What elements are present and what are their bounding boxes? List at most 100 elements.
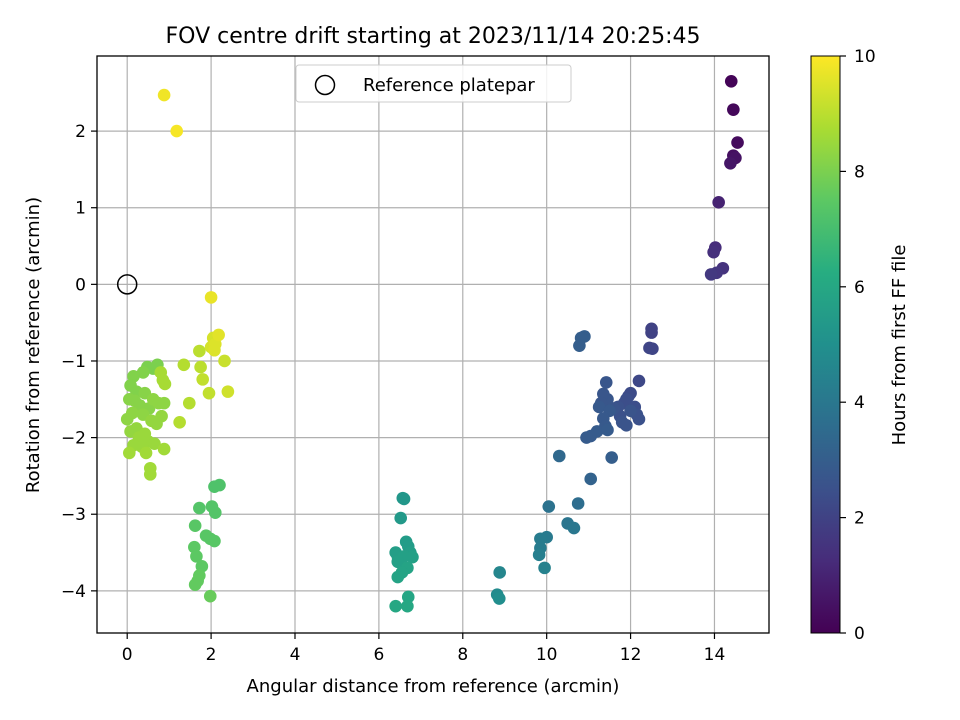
colorbar-label: Hours from first FF file <box>889 245 910 446</box>
colorbar-tick-label: 6 <box>854 278 865 298</box>
y-axis-ticks: −4 −3 −2 −1 0 1 2 <box>61 122 97 602</box>
data-point <box>580 431 593 444</box>
data-point <box>221 385 235 398</box>
data-point <box>727 103 740 116</box>
data-point <box>155 409 168 423</box>
data-point <box>173 415 186 429</box>
data-point <box>632 374 646 388</box>
data-point <box>646 342 659 356</box>
y-tick-label: −3 <box>61 505 86 525</box>
data-point <box>202 386 216 400</box>
x-tick-label: 4 <box>290 645 301 665</box>
data-point <box>532 548 546 562</box>
data-point <box>157 396 171 410</box>
data-point <box>542 500 556 513</box>
data-point <box>391 570 405 584</box>
y-tick-label: 2 <box>75 122 86 142</box>
data-point <box>212 328 225 342</box>
x-tick-label: 6 <box>373 645 384 665</box>
data-point <box>552 449 566 463</box>
data-point <box>194 360 207 374</box>
data-point <box>218 354 231 368</box>
data-point <box>704 268 718 281</box>
data-point <box>389 599 402 613</box>
data-point <box>724 156 737 170</box>
data-point <box>188 519 202 533</box>
data-point <box>158 377 172 391</box>
y-axis-label: Rotation from reference (arcmin) <box>23 197 44 493</box>
data-point <box>397 492 411 506</box>
data-point <box>538 561 551 575</box>
data-point <box>391 555 405 569</box>
data-point <box>573 339 586 352</box>
data-point <box>724 74 738 88</box>
data-point <box>177 358 191 372</box>
data-point <box>601 423 614 437</box>
x-tick-label: 0 <box>122 645 133 665</box>
chart-title: FOV centre drift starting at 2023/11/14 … <box>166 24 701 49</box>
grid <box>97 56 769 633</box>
x-tick-label: 10 <box>536 645 558 665</box>
data-point <box>624 404 637 418</box>
data-point <box>208 343 221 357</box>
plot-frame <box>96 55 770 634</box>
y-tick-label: 0 <box>75 275 86 295</box>
legend: Reference platepar <box>295 64 572 103</box>
data-point <box>731 136 744 149</box>
data-point <box>534 532 547 546</box>
legend-entry: Reference platepar <box>363 75 535 96</box>
data-point <box>584 472 598 486</box>
data-point <box>645 326 658 339</box>
colorbar: 0 2 4 6 8 10 Hours from first FF file <box>810 47 910 644</box>
data-point <box>208 480 221 493</box>
data-point <box>157 88 171 102</box>
data-point <box>567 521 581 535</box>
x-tick-label: 2 <box>206 645 217 665</box>
data-point <box>136 366 150 379</box>
data-point <box>143 468 157 481</box>
x-axis-label: Angular distance from reference (arcmin) <box>247 676 620 697</box>
colorbar-tick-label: 10 <box>854 47 876 67</box>
data-point <box>120 412 134 426</box>
data-point <box>712 196 725 209</box>
data-point <box>204 291 218 304</box>
data-point <box>208 534 221 548</box>
data-point <box>571 497 585 510</box>
y-tick-label: 1 <box>75 199 86 219</box>
data-points <box>116 74 744 613</box>
data-point <box>401 599 414 613</box>
colorbar-tick-label: 4 <box>854 393 865 413</box>
x-tick-label: 14 <box>704 645 726 665</box>
data-point <box>492 592 506 605</box>
data-point <box>406 550 419 564</box>
colorbar-tick-label: 8 <box>854 162 865 182</box>
data-point <box>605 451 618 464</box>
data-point <box>394 511 408 525</box>
reference-platepar-marker <box>116 274 138 295</box>
data-point <box>193 501 206 515</box>
x-tick-label: 8 <box>457 645 468 665</box>
data-point <box>157 442 171 456</box>
x-tick-label: 12 <box>620 645 642 665</box>
colorbar-gradient <box>810 55 841 634</box>
data-point <box>188 578 202 592</box>
data-point <box>208 506 222 519</box>
data-point <box>203 589 217 603</box>
colorbar-ticks: 0 2 4 6 8 10 <box>840 47 876 644</box>
y-tick-label: −1 <box>61 352 86 372</box>
data-point <box>170 124 184 138</box>
legend-marker-icon <box>314 74 336 96</box>
data-point <box>182 396 196 410</box>
data-point <box>122 446 136 460</box>
data-point <box>592 400 606 414</box>
data-point <box>632 412 646 426</box>
colorbar-tick-label: 0 <box>854 624 865 644</box>
colorbar-tick-label: 2 <box>854 509 865 529</box>
data-point <box>190 550 203 563</box>
data-point <box>599 376 613 389</box>
y-tick-label: −2 <box>61 429 86 449</box>
data-point <box>620 419 633 432</box>
data-point <box>148 437 161 451</box>
data-point <box>493 566 506 579</box>
